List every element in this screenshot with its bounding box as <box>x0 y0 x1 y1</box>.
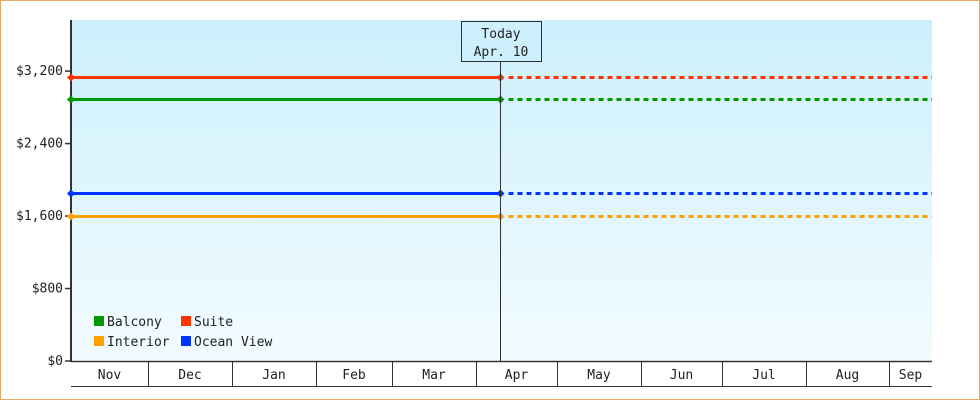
x-tick-label-dec: Dec <box>178 368 201 383</box>
today-label: Today <box>481 27 520 42</box>
today-date-label: Apr. 10 <box>474 45 529 60</box>
y-tick-label: $0 <box>47 354 63 369</box>
x-tick-label-mar: Mar <box>422 368 446 383</box>
plot-area <box>71 20 932 360</box>
y-tick-label: $2,400 <box>16 137 63 152</box>
x-tick-label-apr: Apr <box>505 368 529 383</box>
y-tick-label: $1,600 <box>16 209 63 224</box>
legend-swatch <box>181 316 191 326</box>
x-tick-label-may: May <box>587 368 611 383</box>
legend-label: Ocean View <box>194 335 272 350</box>
legend-swatch <box>94 316 104 326</box>
x-tick-label-jan: Jan <box>262 368 285 383</box>
series-suite-point[interactable] <box>67 73 75 82</box>
legend-label: Interior <box>107 335 170 350</box>
x-tick-label-aug: Aug <box>836 368 859 383</box>
x-tick-label-sep: Sep <box>899 368 923 383</box>
x-tick-label-jul: Jul <box>752 368 775 383</box>
today-label-box <box>461 21 542 62</box>
series-ocean-view-point[interactable] <box>67 189 75 198</box>
legend-swatch <box>94 336 104 346</box>
series-balcony-point[interactable] <box>67 95 75 104</box>
y-tick-label: $800 <box>32 282 63 297</box>
series-interior-point[interactable] <box>67 212 75 221</box>
x-tick-label-feb: Feb <box>342 368 366 383</box>
legend-label: Balcony <box>107 315 162 330</box>
legend-label: Suite <box>194 315 233 330</box>
legend-swatch <box>181 336 191 346</box>
x-tick-label-nov: Nov <box>98 368 122 383</box>
y-tick-label: $3,200 <box>16 64 63 79</box>
x-tick-label-jun: Jun <box>670 368 693 383</box>
